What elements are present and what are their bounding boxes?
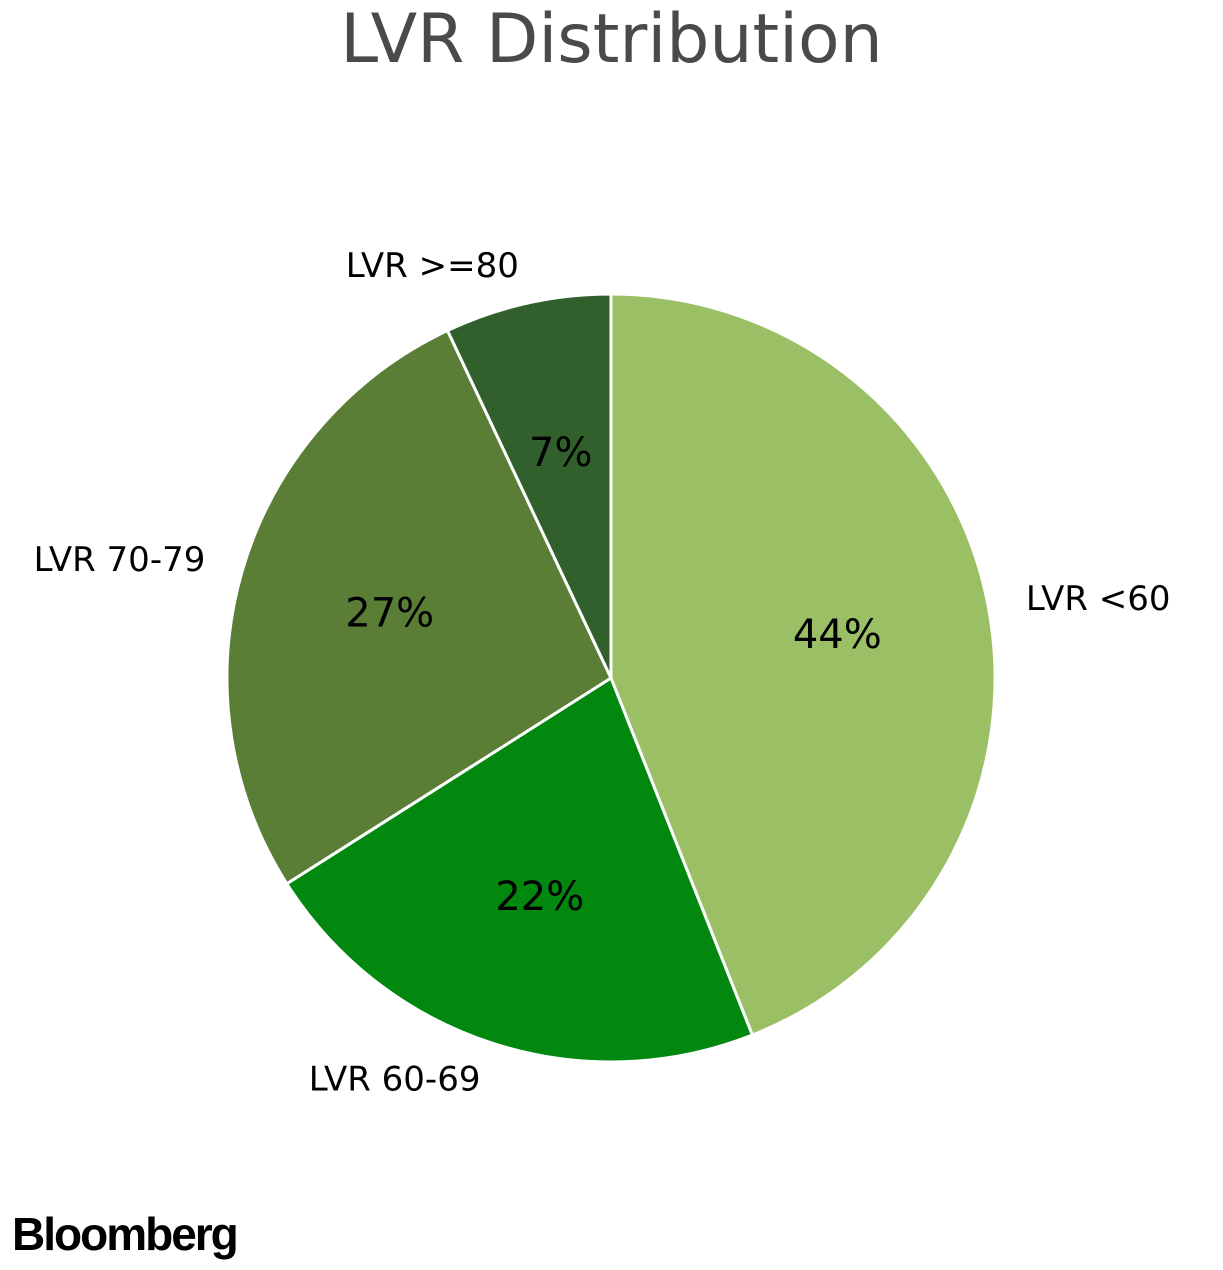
slice-category-label: LVR 70-79 — [34, 540, 206, 580]
pie-labels: 44% LVR <60 22% LVR 60-69 27% LVR 70-79 7% LVR … — [34, 246, 1171, 1100]
bloomberg-logo: Bloomberg — [12, 1208, 239, 1260]
pie-slice-1 — [285, 676, 754, 1064]
slice-percent-label: 22% — [495, 874, 584, 920]
slice-category-label: LVR 60-69 — [309, 1060, 481, 1100]
pie-slice-0 — [609, 292, 997, 1037]
pie-slice-2 — [225, 329, 613, 886]
slice-category-label: LVR <60 — [1026, 579, 1171, 619]
slice-percent-label: 44% — [793, 612, 882, 658]
slice-percent-label: 27% — [345, 591, 434, 637]
slice-category-label: LVR >=80 — [346, 246, 519, 286]
chart-title: LVR Distribution — [340, 0, 883, 79]
slice-percent-label: 7% — [529, 430, 592, 476]
pie-slice-3 — [446, 292, 613, 680]
pie-slices — [225, 292, 997, 1064]
